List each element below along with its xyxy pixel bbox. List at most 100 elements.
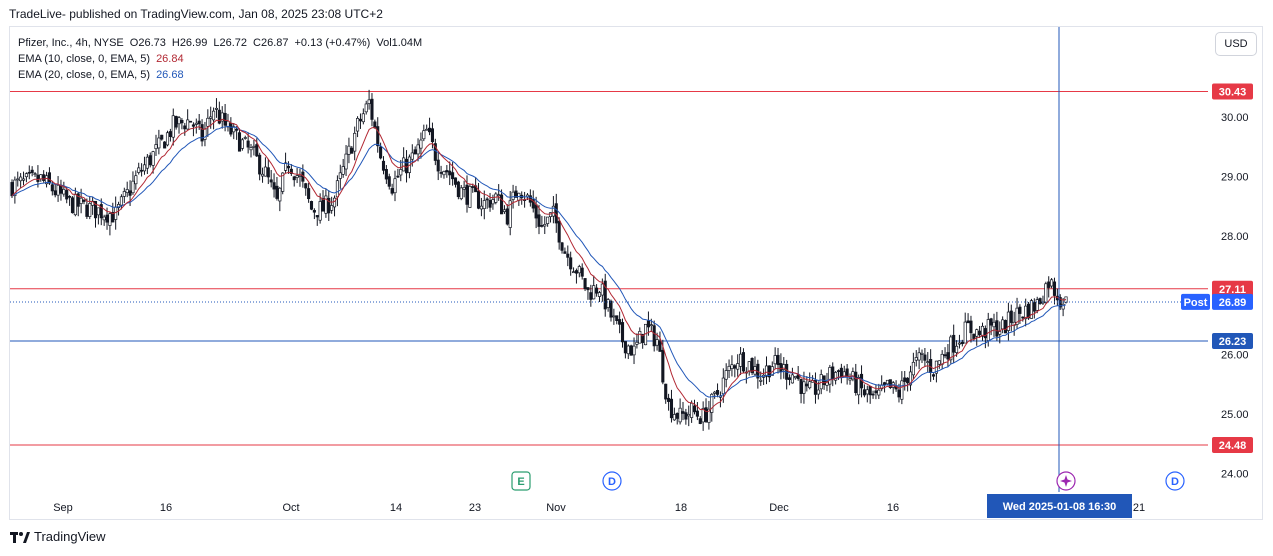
event-marker-label-0: E <box>517 476 524 488</box>
candle-body <box>88 203 92 217</box>
candle-body <box>572 271 576 274</box>
candle-body <box>53 190 57 196</box>
candle-body <box>943 354 947 357</box>
candle-body <box>917 352 921 361</box>
candle-body <box>416 144 420 155</box>
candle-body <box>462 187 466 190</box>
candle-body <box>209 116 213 119</box>
candle-body <box>384 169 388 180</box>
level-badge-label-1: 27.11 <box>1219 284 1246 296</box>
candle-body <box>767 365 771 378</box>
candle-body <box>972 333 976 339</box>
y-tick-label-4: 28.00 <box>1221 231 1249 243</box>
candle-body <box>871 393 875 396</box>
candle-body <box>960 341 964 345</box>
candle-body <box>76 193 80 207</box>
candle-body <box>439 172 443 174</box>
candle-body <box>45 175 49 185</box>
candle-body <box>10 182 14 197</box>
legend-ema10-label: EMA (10, close, 0, EMA, 5) <box>18 53 151 65</box>
candle-body <box>445 170 449 173</box>
candle-body <box>779 363 783 373</box>
dividend-marker-icon-2[interactable] <box>1165 471 1185 491</box>
candle-body <box>865 389 869 395</box>
candle-body <box>574 270 578 274</box>
candle-body <box>304 183 308 189</box>
candle-body <box>131 180 135 194</box>
event-marker-label-1: D <box>608 476 616 488</box>
candle-body <box>1018 306 1022 314</box>
legend-ema20-row: EMA (20, close, 0, EMA, 5) 26.68 <box>18 67 428 83</box>
candle-body <box>500 194 504 215</box>
candle-body <box>379 146 383 159</box>
candle-body <box>1024 305 1028 320</box>
candle-body <box>704 407 708 422</box>
candle-body <box>93 200 98 219</box>
candle-body <box>220 112 224 122</box>
x-tick-label-8: 16 <box>887 502 899 514</box>
candle-body <box>603 280 607 310</box>
candle-body <box>998 331 1002 335</box>
time-axis[interactable]: Sep 16 Oct 14 23 Nov 18 Dec 16 21 Wed 2025-01-08 1… <box>53 494 1145 518</box>
candle-body <box>1047 281 1051 288</box>
candle-body <box>537 214 541 227</box>
candle-body <box>82 199 86 202</box>
candle-body <box>877 389 881 396</box>
candle-body <box>451 172 455 180</box>
level-badge-0 <box>1212 83 1253 100</box>
candle-body <box>387 176 391 187</box>
candle-body <box>312 210 316 213</box>
candle-body <box>240 139 244 149</box>
candle-body <box>940 353 944 365</box>
candle-body <box>19 176 23 182</box>
candle-body <box>969 320 973 334</box>
candle-body <box>931 374 936 377</box>
candle-body <box>995 320 999 337</box>
candle-body <box>592 285 596 300</box>
candle-body <box>1061 303 1065 310</box>
candle-body <box>986 319 990 341</box>
legend-open: O26.73 <box>129 37 166 49</box>
candle-body <box>854 371 858 394</box>
candle-body <box>563 251 567 254</box>
legend-low: L26.72 <box>213 37 248 49</box>
candle-body <box>773 355 777 365</box>
candle-body <box>269 179 273 183</box>
candle-body <box>56 184 60 196</box>
candles-layer <box>10 89 1068 431</box>
candle-body <box>275 185 279 199</box>
candle-body <box>344 153 348 170</box>
candle-body <box>428 127 432 133</box>
candle-body <box>949 336 953 361</box>
candle-body <box>937 360 941 365</box>
candle-body <box>583 278 587 290</box>
earnings-marker-icon[interactable] <box>511 471 531 491</box>
candle-body <box>511 191 515 200</box>
candle-body <box>419 139 423 149</box>
candle-body <box>955 345 959 353</box>
candle-body <box>364 103 368 113</box>
candle-body <box>540 225 544 227</box>
candle-body <box>381 160 386 171</box>
legend-ema10-row: EMA (10, close, 0, EMA, 5) 26.84 <box>18 51 428 67</box>
legend-close: C26.87 <box>253 37 289 49</box>
dividend-marker-icon-1[interactable] <box>602 471 622 491</box>
candle-body <box>284 162 288 171</box>
candle-body <box>321 198 325 212</box>
candle-body <box>459 187 463 200</box>
candle-body <box>33 173 37 175</box>
candle-body <box>669 398 674 419</box>
candle-body <box>255 144 259 157</box>
candle-body <box>471 186 475 188</box>
candle-body <box>128 190 132 196</box>
candle-body <box>105 214 109 223</box>
candle-body <box>258 154 262 175</box>
candle-body <box>370 98 374 120</box>
currency-button[interactable]: USD <box>1215 32 1257 56</box>
candle-body <box>151 151 155 166</box>
candle-body <box>137 167 141 173</box>
candle-body <box>983 328 987 339</box>
candle-body <box>430 128 434 143</box>
candle-body <box>825 381 829 386</box>
